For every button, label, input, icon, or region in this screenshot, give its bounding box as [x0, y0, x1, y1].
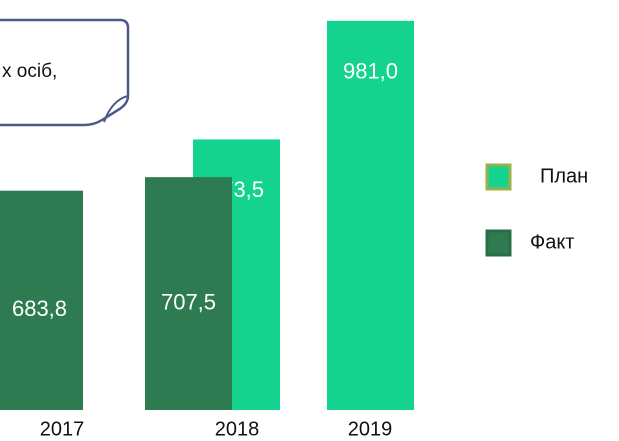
- bar: [0, 190, 83, 410]
- callout-curl: [103, 95, 129, 123]
- x-tick-label: 2019: [348, 418, 393, 440]
- legend-swatch: [485, 163, 512, 191]
- bar: [145, 177, 232, 410]
- x-tick-label: 2017: [40, 418, 85, 440]
- value-label: 683,8: [12, 296, 67, 321]
- value-label: 981,0: [343, 59, 398, 84]
- annotation: х осіб,: [2, 61, 57, 82]
- x-tick-label: 2018: [215, 418, 260, 440]
- legend-label: План: [540, 165, 588, 187]
- legend-swatch: [485, 229, 512, 257]
- value-label: 707,5: [161, 289, 216, 314]
- callout-box: [0, 18, 130, 127]
- legend-label: Факт: [530, 231, 574, 253]
- bar: [327, 20, 414, 410]
